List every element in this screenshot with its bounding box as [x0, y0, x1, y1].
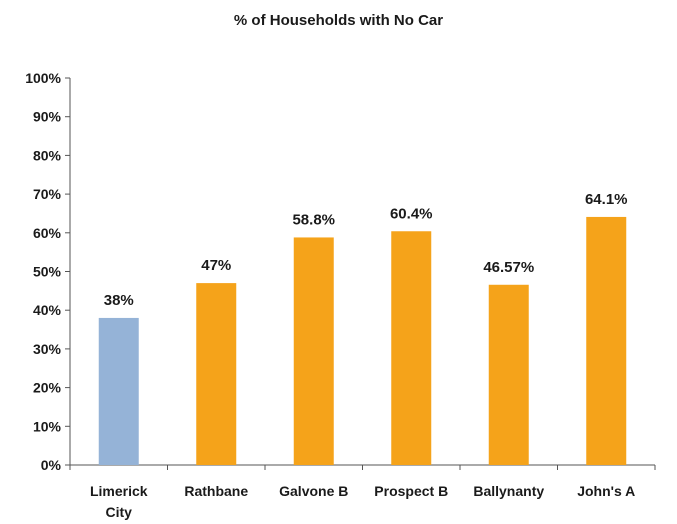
- bar: [586, 216, 627, 465]
- x-tick-label: John's A: [577, 483, 635, 499]
- y-tick-label: 0%: [41, 457, 62, 473]
- y-tick-label: 100%: [25, 70, 61, 86]
- data-label: 60.4%: [390, 205, 433, 222]
- data-label: 47%: [201, 257, 231, 274]
- data-label: 64.1%: [585, 191, 628, 208]
- y-tick-label: 40%: [33, 302, 62, 318]
- bar: [488, 284, 529, 465]
- y-tick-label: 10%: [33, 418, 62, 434]
- y-tick-label: 20%: [33, 380, 62, 396]
- bar: [391, 231, 432, 465]
- bar: [293, 237, 334, 465]
- y-tick-label: 60%: [33, 225, 62, 241]
- y-tick-label: 30%: [33, 341, 62, 357]
- x-tick-label: Prospect B: [374, 483, 448, 499]
- x-tick-label: Rathbane: [184, 483, 248, 499]
- x-tick-label: Galvone B: [279, 483, 348, 499]
- data-label: 38%: [104, 292, 134, 309]
- y-tick-label: 70%: [33, 186, 62, 202]
- chart-title: % of Households with No Car: [233, 12, 444, 29]
- y-tick-label: 50%: [33, 264, 62, 280]
- data-label: 46.57%: [483, 259, 534, 276]
- x-tick-label: Ballynanty: [473, 483, 544, 499]
- y-tick-label: 90%: [33, 109, 62, 125]
- y-tick-label: 80%: [33, 147, 62, 163]
- data-label: 58.8%: [292, 211, 335, 228]
- x-tick-label: Limerick City: [90, 483, 148, 520]
- bar: [196, 283, 237, 465]
- bar: [98, 317, 139, 465]
